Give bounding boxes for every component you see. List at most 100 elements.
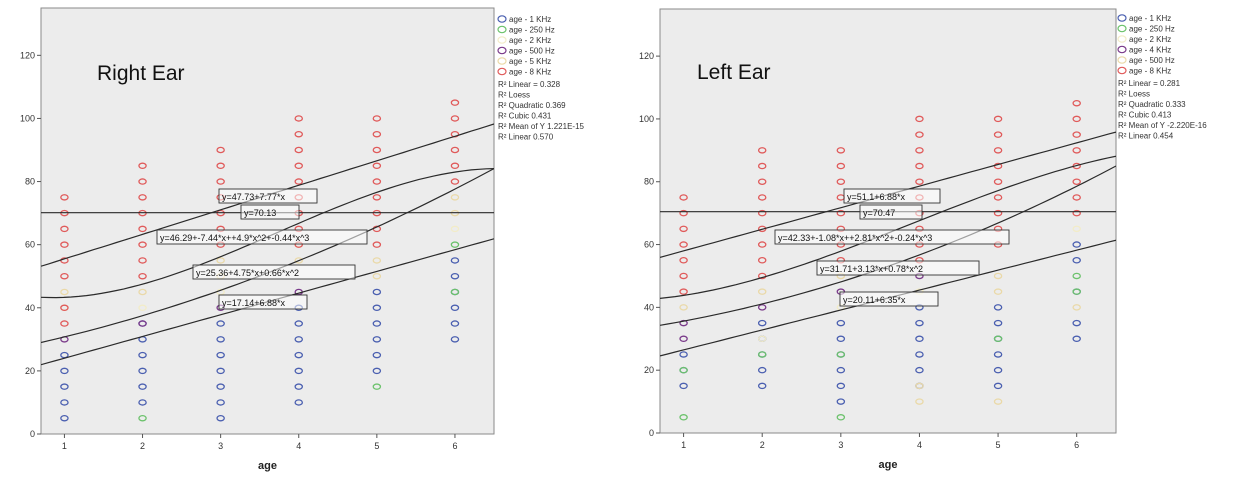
legend-label: age - 250 Hz [1129, 25, 1175, 34]
data-point [1072, 241, 1081, 248]
data-point [836, 162, 846, 170]
data-point [60, 272, 69, 280]
data-point [993, 209, 1003, 217]
data-point [216, 414, 225, 422]
legend-label: age - 8 KHz [509, 68, 551, 77]
data-point [1072, 115, 1081, 123]
equation-box [859, 204, 923, 220]
data-point [294, 351, 303, 359]
legend-marker [1117, 14, 1127, 22]
data-point [138, 414, 147, 422]
y-tick-label: 0 [30, 429, 35, 439]
panel-title: Right Ear [97, 62, 185, 85]
data-point [138, 257, 147, 264]
data-point [450, 194, 460, 201]
y-tick-label: 120 [20, 50, 35, 60]
data-point [216, 399, 225, 406]
y-tick-label: 40 [25, 303, 35, 313]
data-point [836, 319, 846, 327]
data-point [679, 382, 688, 390]
data-point [757, 288, 767, 295]
data-point [372, 115, 382, 122]
data-point [450, 288, 460, 296]
y-tick-label: 20 [644, 365, 654, 375]
data-point [138, 383, 147, 390]
data-point [294, 367, 303, 375]
equation-label: y=51.1+6.88*x [847, 192, 906, 202]
fit-legend-label: R² Cubic 0.431 [498, 112, 552, 121]
data-point [836, 398, 846, 405]
x-tick-label: 1 [62, 441, 67, 451]
left-ear-chart: 0 20 40 60 80 100 120 1 2 3 4 5 6 age Left Ear y=51.1+6… [620, 0, 1258, 478]
data-point [372, 351, 382, 359]
legend-label: age - 4 KHz [1129, 46, 1171, 55]
data-point [757, 162, 767, 170]
y-tick-label: 80 [25, 177, 35, 187]
data-point [757, 382, 767, 390]
data-point [915, 131, 924, 138]
x-tick-label: 6 [1074, 440, 1079, 450]
data-point [138, 288, 147, 296]
left-ear-plot: 0 20 40 60 80 100 120 1 2 3 4 5 6 age Left Ear y=51.1+6… [639, 8, 1207, 471]
fit-legend-label: R² Mean of Y -2.220E-16 [1118, 121, 1207, 130]
data-point [993, 304, 1003, 311]
equation-box [816, 260, 980, 276]
data-point [450, 336, 460, 343]
data-point [915, 351, 924, 358]
x-tick-label: 1 [681, 440, 686, 450]
data-point [372, 320, 382, 327]
data-point [60, 194, 69, 201]
y-tick-label: 100 [20, 113, 35, 123]
data-point [1072, 131, 1081, 138]
data-point [915, 366, 924, 374]
data-point [836, 366, 846, 374]
data-point [836, 382, 846, 390]
equation-box [843, 188, 941, 204]
fit-legend-label: R² Quadratic 0.369 [498, 101, 566, 110]
data-point [450, 162, 460, 170]
data-point [993, 351, 1003, 358]
data-point [216, 162, 225, 170]
data-point [679, 225, 688, 233]
equation-box [839, 291, 939, 307]
data-point [60, 399, 69, 406]
equation-box [192, 264, 356, 280]
legend-marker [1117, 45, 1127, 54]
x-tick-label: 3 [218, 441, 223, 451]
data-point [294, 336, 303, 343]
data-point [372, 336, 382, 343]
data-point [60, 320, 69, 327]
data-point [138, 367, 147, 375]
data-point [679, 304, 688, 311]
x-tick-label: 4 [917, 440, 922, 450]
data-point [679, 335, 688, 343]
panel-title: Left Ear [697, 61, 771, 84]
y-tick-label: 20 [25, 366, 35, 376]
data-point [1072, 272, 1081, 280]
legend-marker [1117, 56, 1127, 64]
data-point [138, 272, 147, 280]
data-point [679, 288, 688, 295]
legend-marker [497, 46, 507, 55]
y-tick-label: 40 [644, 302, 654, 312]
data-point [372, 178, 382, 185]
equation-label: y=31.71+3.13*x+0.78*x^2 [820, 264, 923, 274]
data-point [757, 257, 767, 264]
data-point [757, 194, 767, 201]
data-point [915, 319, 924, 327]
legend-marker [1117, 66, 1127, 75]
data-point [757, 147, 767, 154]
data-point [372, 288, 382, 296]
y-tick-label: 60 [25, 240, 35, 250]
data-point [372, 130, 382, 138]
data-point [216, 336, 225, 343]
data-point [372, 241, 382, 248]
data-point [138, 241, 147, 248]
data-point [993, 288, 1003, 295]
equation-label: y=17.14+6.88*x [222, 298, 286, 308]
data-point [915, 398, 924, 405]
data-point [450, 304, 460, 312]
legend-marker [497, 57, 507, 65]
fit-legend-label: R² Cubic 0.413 [1118, 111, 1172, 120]
data-point [993, 178, 1003, 185]
